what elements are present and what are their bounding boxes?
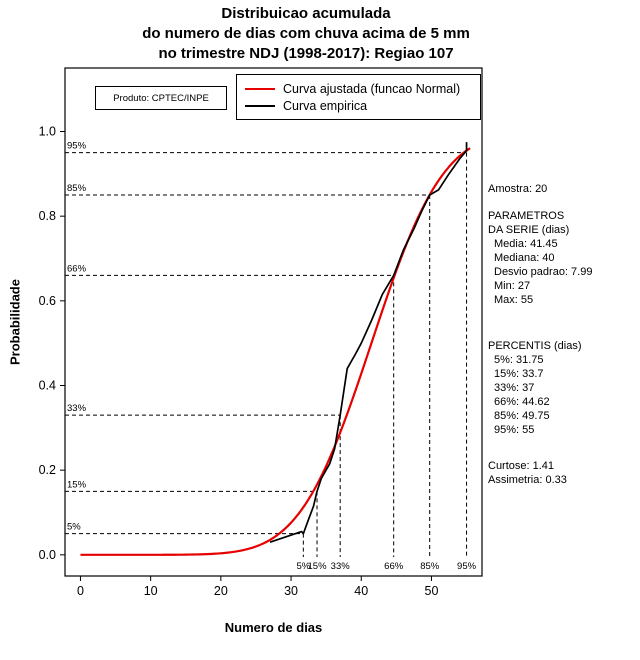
legend-label-fitted: Curva ajustada (funcao Normal) (283, 81, 461, 96)
x-tick-label: 0 (77, 584, 84, 598)
x-axis-title: Numero de dias (224, 620, 323, 635)
fitted-curve (80, 147, 471, 556)
y-tick-label: 0.4 (39, 379, 56, 393)
percentis-title: PERCENTIS (dias) (488, 340, 582, 352)
x-tick-label: 50 (425, 584, 439, 598)
y-axis-title: Probabilidade (7, 279, 23, 365)
x-tick-label: 40 (354, 584, 368, 598)
spacer (488, 196, 640, 209)
percentile-bottom-label: 85% (420, 561, 440, 572)
x-tick-label: 30 (284, 584, 298, 598)
stat-assimetria: Assimetria: 0.33 (488, 474, 567, 486)
x-tick-label: 20 (214, 584, 228, 598)
stat-desvio-padrao: Desvio padrao: 7.99 (494, 266, 593, 278)
percentile-bottom-label: 66% (384, 561, 404, 572)
sample-size-line: Amostra: 20 (488, 183, 548, 195)
stats-panel: Amostra: 20 PARAMETROS DA SERIE (dias) M… (488, 182, 640, 487)
stat-curtose: Curtose: 1.41 (488, 460, 555, 472)
percentil-15: 15%: 33.7 (494, 368, 544, 380)
empirical-curve-swatch (245, 104, 275, 107)
legend-item-empirical: Curva empirica (245, 97, 472, 114)
percentil-5: 5%: 31.75 (494, 354, 544, 366)
params-title-line2: DA SERIE (dias) (488, 224, 570, 236)
y-tick-label: 0.2 (39, 463, 56, 477)
plot-box (64, 67, 483, 577)
percentile-left-label: 5% (67, 522, 81, 533)
legend: Curva ajustada (funcao Normal) Curva emp… (236, 74, 481, 120)
product-label: Produto: CPTEC/INPE (113, 92, 209, 104)
percentile-bottom-label: 95% (457, 561, 477, 572)
x-tick-label: 10 (144, 584, 158, 598)
percentile-bottom-label: 15% (308, 561, 328, 572)
percentile-bottom-label: 5% (296, 561, 310, 572)
fitted-curve-swatch (245, 87, 275, 90)
legend-label-empirical: Curva empirica (283, 98, 368, 113)
percentil-66: 66%: 44.62 (494, 396, 550, 408)
percentil-85: 85%: 49.75 (494, 410, 550, 422)
stat-min: Min: 27 (494, 280, 531, 292)
stat-mediana: Mediana: 40 (494, 252, 555, 264)
percentile-bottom-label: 33% (331, 561, 351, 572)
percentile-left-label: 85% (67, 183, 87, 194)
percentile-left-label: 15% (67, 479, 87, 490)
y-tick-label: 0.8 (39, 209, 56, 223)
percentile-left-label: 33% (67, 403, 87, 414)
stat-media: Media: 41.45 (494, 238, 558, 250)
product-box: Produto: CPTEC/INPE (95, 86, 227, 110)
spacer (488, 307, 640, 339)
y-tick-label: 0.6 (39, 294, 56, 308)
percentil-95: 95%: 55 (494, 424, 535, 436)
params-title-line1: PARAMETROS (488, 210, 565, 222)
y-tick-label: 0.0 (39, 548, 56, 562)
stat-max: Max: 55 (494, 294, 534, 306)
chart-title: Distribuicao acumulada do numero de dias… (0, 4, 612, 64)
percentil-33: 33%: 37 (494, 382, 535, 394)
y-tick-label: 1.0 (39, 125, 56, 139)
empirical-curve (269, 142, 468, 543)
percentile-left-label: 66% (67, 263, 87, 274)
chart-title-line2: do numero de dias com chuva acima de 5 m… (142, 25, 470, 42)
percentile-left-label: 95% (67, 141, 87, 152)
spacer (488, 437, 640, 459)
legend-item-fitted: Curva ajustada (funcao Normal) (245, 80, 472, 97)
chart-title-line1: Distribuicao acumulada (221, 5, 391, 22)
chart-title-line3: no trimestre NDJ (1998-2017): Regiao 107 (158, 45, 454, 62)
